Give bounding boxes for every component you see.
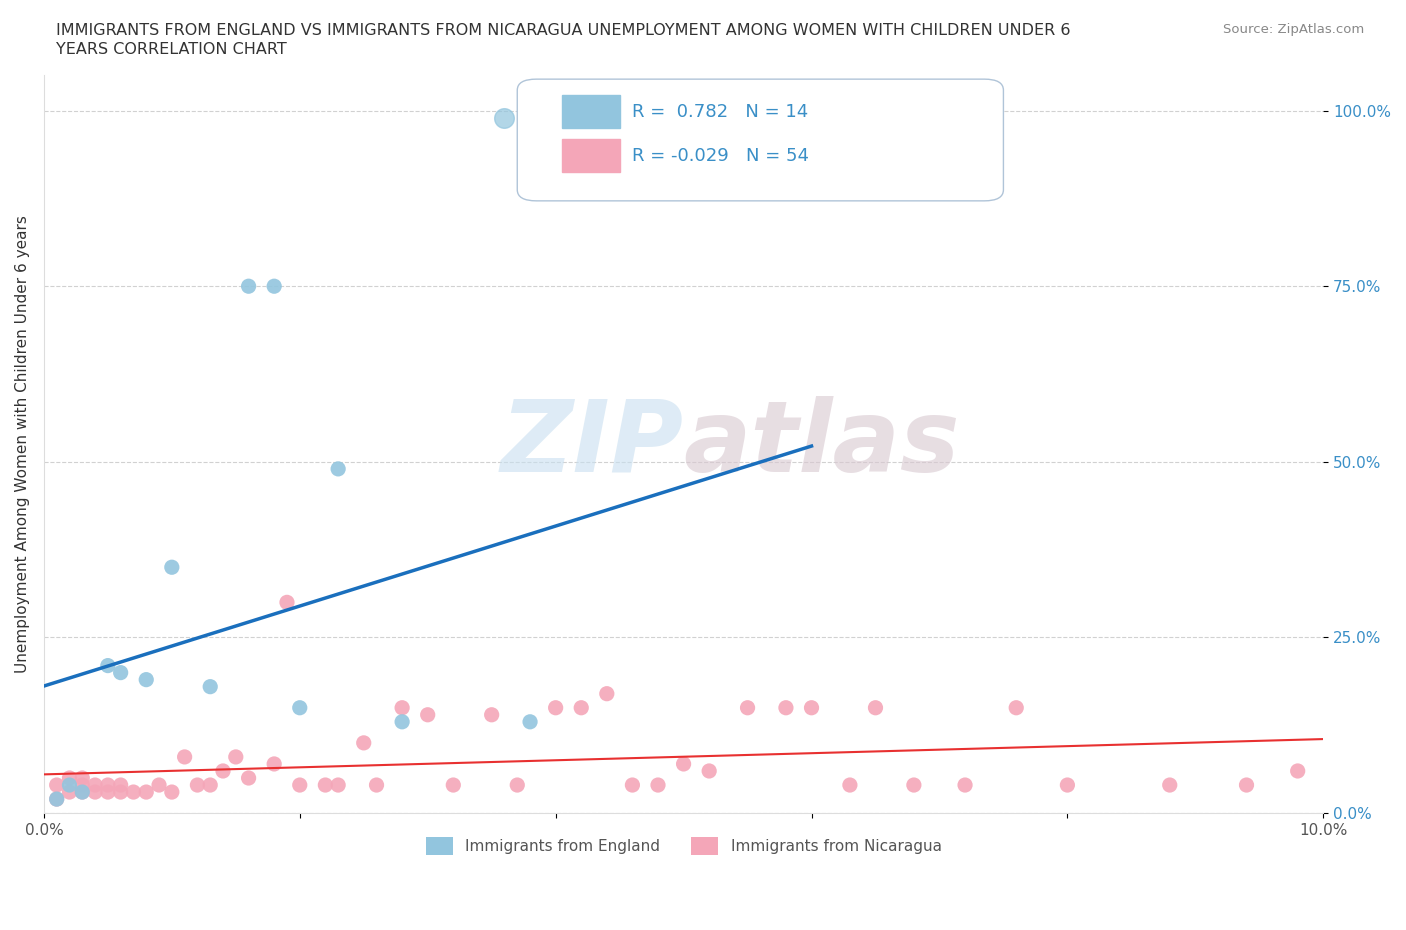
Y-axis label: Unemployment Among Women with Children Under 6 years: Unemployment Among Women with Children U… bbox=[15, 216, 30, 673]
Point bbox=[72, 777, 94, 792]
FancyBboxPatch shape bbox=[517, 79, 1004, 201]
Text: atlas: atlas bbox=[683, 396, 960, 493]
Text: R =  0.782   N = 14: R = 0.782 N = 14 bbox=[633, 103, 808, 121]
Point bbox=[838, 777, 860, 792]
Point bbox=[212, 764, 235, 778]
Point bbox=[72, 771, 94, 786]
Text: ZIP: ZIP bbox=[501, 396, 683, 493]
Point bbox=[903, 777, 925, 792]
Text: R = -0.029   N = 54: R = -0.029 N = 54 bbox=[633, 147, 810, 165]
Point bbox=[391, 700, 413, 715]
Point bbox=[135, 672, 157, 687]
Point bbox=[314, 777, 336, 792]
Point bbox=[97, 658, 120, 673]
Point bbox=[1159, 777, 1181, 792]
Point bbox=[672, 756, 695, 771]
Point bbox=[953, 777, 976, 792]
Point bbox=[84, 785, 107, 800]
Point bbox=[1286, 764, 1309, 778]
Text: IMMIGRANTS FROM ENGLAND VS IMMIGRANTS FROM NICARAGUA UNEMPLOYMENT AMONG WOMEN WI: IMMIGRANTS FROM ENGLAND VS IMMIGRANTS FR… bbox=[56, 23, 1071, 38]
Text: YEARS CORRELATION CHART: YEARS CORRELATION CHART bbox=[56, 42, 287, 57]
Point bbox=[697, 764, 720, 778]
Point bbox=[366, 777, 388, 792]
Point bbox=[544, 700, 567, 715]
Point bbox=[97, 785, 120, 800]
Point bbox=[596, 686, 619, 701]
Point bbox=[45, 791, 67, 806]
Text: Source: ZipAtlas.com: Source: ZipAtlas.com bbox=[1223, 23, 1364, 36]
Point bbox=[97, 777, 120, 792]
Point bbox=[200, 679, 222, 694]
Point bbox=[45, 791, 67, 806]
Point bbox=[173, 750, 195, 764]
Bar bbox=[562, 139, 620, 172]
Point bbox=[328, 777, 350, 792]
Point bbox=[263, 756, 285, 771]
Point bbox=[110, 665, 132, 680]
Point bbox=[1056, 777, 1078, 792]
Point bbox=[569, 700, 592, 715]
Point bbox=[186, 777, 208, 792]
Point bbox=[800, 700, 823, 715]
Point bbox=[737, 700, 759, 715]
Point bbox=[200, 777, 222, 792]
Point bbox=[135, 785, 157, 800]
Point bbox=[122, 785, 145, 800]
Point bbox=[84, 777, 107, 792]
Point bbox=[160, 785, 183, 800]
Point bbox=[288, 700, 311, 715]
Point bbox=[865, 700, 887, 715]
Point bbox=[160, 560, 183, 575]
Point bbox=[58, 771, 80, 786]
Point bbox=[263, 279, 285, 294]
Point bbox=[276, 595, 298, 610]
Point bbox=[481, 708, 503, 723]
Point bbox=[621, 777, 644, 792]
Point bbox=[416, 708, 439, 723]
Point bbox=[225, 750, 247, 764]
Point bbox=[148, 777, 170, 792]
Point bbox=[58, 785, 80, 800]
Point bbox=[72, 785, 94, 800]
Point bbox=[110, 785, 132, 800]
Point bbox=[775, 700, 797, 715]
Point bbox=[328, 461, 350, 476]
Point bbox=[238, 771, 260, 786]
Point bbox=[1236, 777, 1258, 792]
Bar bbox=[562, 95, 620, 128]
Legend: Immigrants from England, Immigrants from Nicaragua: Immigrants from England, Immigrants from… bbox=[419, 830, 948, 861]
Point bbox=[353, 736, 375, 751]
Point bbox=[72, 785, 94, 800]
Point bbox=[45, 777, 67, 792]
Point bbox=[506, 777, 529, 792]
Point bbox=[519, 714, 541, 729]
Point bbox=[391, 714, 413, 729]
Point bbox=[110, 777, 132, 792]
Point bbox=[238, 279, 260, 294]
Point bbox=[441, 777, 464, 792]
Point bbox=[647, 777, 669, 792]
Point bbox=[1005, 700, 1028, 715]
Point bbox=[288, 777, 311, 792]
Point bbox=[58, 777, 80, 792]
